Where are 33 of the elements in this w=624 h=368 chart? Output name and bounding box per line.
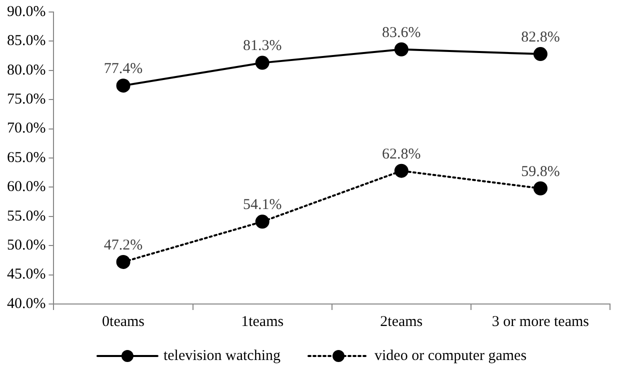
- data-label: 83.6%: [382, 24, 421, 41]
- data-label: 47.2%: [104, 237, 143, 254]
- y-tick-label: 65.0%: [6, 150, 46, 166]
- y-tick-label: 85.0%: [6, 33, 46, 50]
- point: [116, 78, 130, 93]
- point: [255, 56, 270, 70]
- point: [394, 164, 408, 178]
- legend-label: television watching: [163, 348, 282, 364]
- y-tick-label: 70.0%: [6, 120, 46, 137]
- y-tick-label: 60.0%: [6, 179, 46, 196]
- point: [255, 214, 270, 229]
- point: [394, 42, 408, 56]
- y-tick-label: 40.0%: [6, 296, 46, 312]
- x-tick-label: 0teams: [102, 314, 145, 330]
- x-tick-label: 2teams: [380, 314, 423, 330]
- y-tick-label: 80.0%: [6, 62, 46, 78]
- legend-label: video or computer games: [374, 348, 527, 364]
- point: [116, 254, 130, 269]
- y-tick-label: 90.0%: [6, 4, 46, 20]
- y-tick-label: 45.0%: [6, 266, 46, 283]
- data-label: 54.1%: [242, 197, 282, 214]
- point: [533, 47, 548, 62]
- point: [533, 181, 548, 196]
- y-tick-label: 50.0%: [6, 238, 46, 254]
- y-tick-label: 75.0%: [6, 92, 46, 108]
- x-tick-label: 1teams: [241, 314, 284, 330]
- data-label: 59.8%: [521, 164, 560, 180]
- data-label: 82.8%: [521, 29, 560, 46]
- data-label: 62.8%: [382, 146, 421, 162]
- x-tick-label: 3 or more teams: [492, 314, 590, 330]
- data-label: 81.3%: [242, 38, 282, 54]
- data-label: 77.4%: [104, 61, 143, 78]
- y-tick-label: 55.0%: [6, 208, 46, 224]
